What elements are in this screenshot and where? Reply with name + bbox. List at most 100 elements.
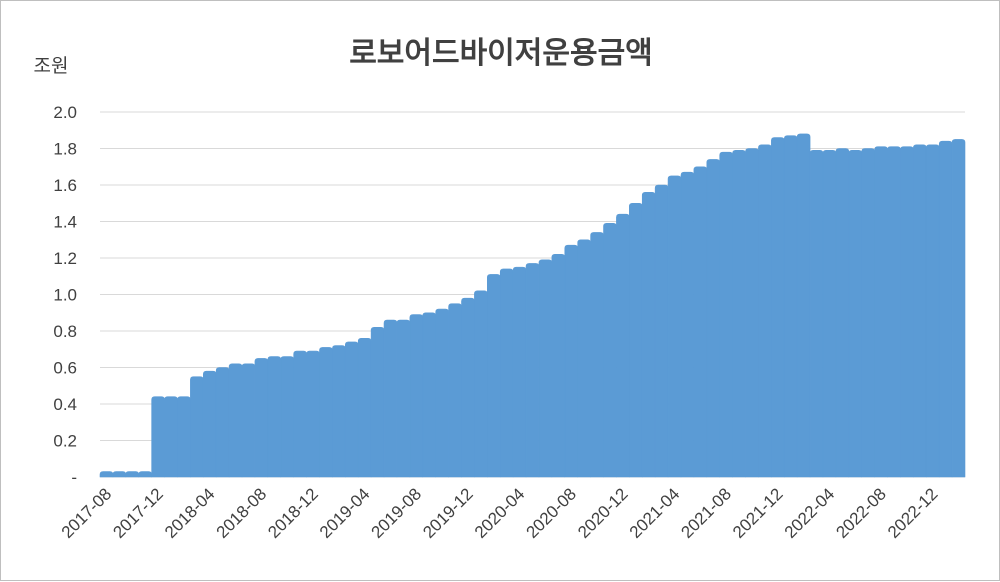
y-axis-unit-label: 조원 (34, 55, 69, 77)
bar-2021-10 (745, 148, 759, 478)
bar-2020-10 (590, 232, 604, 478)
y-tick-label: 1.4 (53, 213, 77, 232)
bar-2022-03 (809, 150, 824, 478)
x-tick-label: 2019-08 (368, 484, 426, 542)
bar-2018-07 (241, 363, 256, 478)
bar-2021-12 (771, 137, 785, 478)
bar-2022-11 (913, 144, 927, 478)
y-tick-label: 0.8 (53, 322, 77, 341)
y-tick-label: - (71, 468, 77, 487)
bar-2022-08 (874, 146, 888, 478)
bar-2020-06 (538, 259, 553, 478)
x-tick-label: 2017-08 (58, 484, 116, 542)
bar-2018-06 (228, 363, 243, 478)
bar-2022-09 (887, 146, 901, 478)
bar-2017-08 (99, 471, 114, 478)
bar-2020-03 (499, 268, 514, 478)
bar-2018-11 (293, 350, 307, 478)
bar-2019-11 (448, 303, 462, 478)
bar-2019-05 (370, 327, 385, 478)
y-tick-label: 1.6 (53, 176, 77, 195)
bar-2019-07 (396, 319, 411, 478)
bar-2021-04 (667, 175, 682, 478)
bar-2022-07 (861, 148, 875, 478)
x-tick-label: 2019-12 (419, 484, 477, 542)
bar-2020-05 (525, 263, 540, 478)
x-tick-label: 2021-08 (677, 484, 735, 542)
bar-2020-04 (512, 266, 527, 478)
bar-2018-12 (306, 350, 320, 478)
area-bars (99, 133, 966, 478)
x-axis-ticks: 2017-082017-122018-042018-082018-122019-… (58, 484, 942, 542)
bar-2022-05 (835, 148, 850, 478)
y-tick-label: 0.4 (53, 395, 77, 414)
bar-2020-09 (577, 239, 591, 478)
y-tick-label: 1.0 (53, 286, 77, 305)
y-tick-label: 2.0 (53, 103, 77, 122)
x-tick-label: 2020-08 (523, 484, 581, 542)
bar-2021-09 (732, 150, 746, 478)
bar-2019-02 (332, 345, 346, 478)
x-tick-label: 2022-12 (884, 484, 942, 542)
bar-2021-07 (706, 159, 721, 478)
bar-2022-06 (848, 150, 863, 478)
bar-2020-12 (616, 213, 630, 478)
chart-title: 로보어드바이저운용금액 (349, 36, 653, 71)
bar-2022-01 (783, 135, 798, 478)
bar-2022-02 (796, 133, 811, 478)
x-tick-label: 2020-04 (471, 484, 529, 542)
x-tick-label: 2017-12 (109, 484, 167, 542)
bar-2019-04 (357, 338, 372, 478)
bar-2020-08 (564, 244, 578, 478)
bar-2017-10 (125, 471, 140, 478)
bar-2021-05 (680, 171, 695, 478)
x-tick-label: 2018-12 (264, 484, 322, 542)
bar-2018-04 (202, 370, 217, 478)
bar-2018-02 (177, 396, 191, 478)
bar-2021-11 (758, 144, 772, 478)
bar-2018-08 (254, 358, 269, 478)
x-tick-label: 2020-12 (574, 484, 632, 542)
bar-2020-01 (474, 290, 488, 478)
bar-2020-07 (551, 254, 566, 478)
y-axis-ticks: - 0.2 0.4 0.6 0.8 1.0 1.2 1.4 1.6 1.8 2.0 (53, 103, 77, 487)
bar-2018-05 (215, 367, 230, 478)
bar-2022-12 (925, 144, 940, 478)
bar-2017-12 (151, 396, 165, 478)
bar-2018-09 (267, 356, 282, 478)
bar-2020-02 (487, 274, 501, 478)
bar-2022-10 (900, 146, 914, 478)
y-tick-label: 0.2 (53, 432, 77, 451)
bar-2021-01 (629, 202, 643, 478)
bar-2019-10 (435, 308, 449, 478)
bar-2021-08 (719, 151, 733, 478)
bar-2019-03 (344, 341, 359, 478)
x-tick-label: 2018-04 (161, 484, 219, 542)
bar-2018-03 (190, 376, 204, 478)
bar-2017-11 (138, 471, 152, 478)
y-tick-label: 1.2 (53, 249, 77, 268)
bar-2021-03 (654, 184, 669, 478)
bar-2020-11 (603, 223, 617, 478)
x-tick-label: 2019-04 (316, 484, 374, 542)
x-tick-label: 2021-04 (626, 484, 684, 542)
bar-2017-09 (112, 471, 127, 478)
bar-2023-02 (951, 139, 966, 478)
x-tick-label: 2021-12 (729, 484, 787, 542)
bar-2018-01 (164, 396, 178, 478)
y-tick-label: 1.8 (53, 140, 77, 159)
bar-2019-06 (383, 319, 398, 478)
bar-2021-02 (641, 192, 656, 478)
x-tick-label: 2018-08 (213, 484, 271, 542)
x-tick-label: 2022-08 (832, 484, 890, 542)
y-tick-label: 0.6 (53, 359, 77, 378)
bar-2019-12 (461, 297, 475, 478)
bar-2022-04 (822, 150, 837, 478)
bar-2023-01 (938, 140, 953, 478)
x-tick-label: 2022-04 (781, 484, 839, 542)
bar-2018-10 (280, 356, 294, 478)
bar-2021-06 (693, 166, 708, 478)
bar-2019-01 (319, 347, 333, 478)
